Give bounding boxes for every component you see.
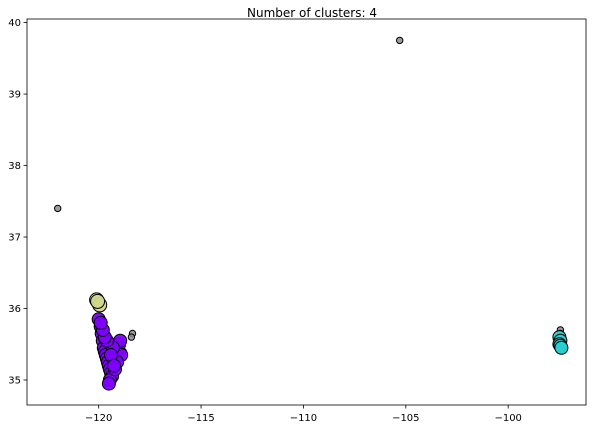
cluster-point [101, 376, 116, 391]
points-layer [54, 36, 569, 391]
noise-point [396, 36, 404, 45]
y-axis: 35 36 37 38 39 40 [8, 18, 27, 386]
plot-area-frame [26, 18, 587, 406]
x-tick-label: −105 [392, 413, 419, 424]
y-tick-label: 40 [8, 18, 21, 29]
x-tick-label: −120 [85, 413, 112, 424]
y-tick-label: 36 [8, 304, 21, 315]
cluster-point [107, 358, 121, 373]
cluster-point [93, 315, 108, 330]
y-tick-label: 38 [8, 161, 21, 172]
cluster-point [554, 340, 569, 355]
x-tick-label: −110 [290, 413, 317, 424]
x-tick-label: −115 [187, 413, 214, 424]
noise-point [54, 204, 62, 213]
y-tick-label: 37 [8, 233, 21, 244]
x-axis: −120 −115 −110 −105 −100 [85, 405, 522, 424]
noise-point [127, 333, 136, 341]
y-tick-label: 39 [8, 90, 21, 101]
cluster-point [90, 293, 106, 309]
y-tick-label: 35 [8, 375, 21, 386]
chart-title: Number of clusters: 4 [247, 6, 377, 20]
x-tick-label: −100 [494, 413, 521, 424]
